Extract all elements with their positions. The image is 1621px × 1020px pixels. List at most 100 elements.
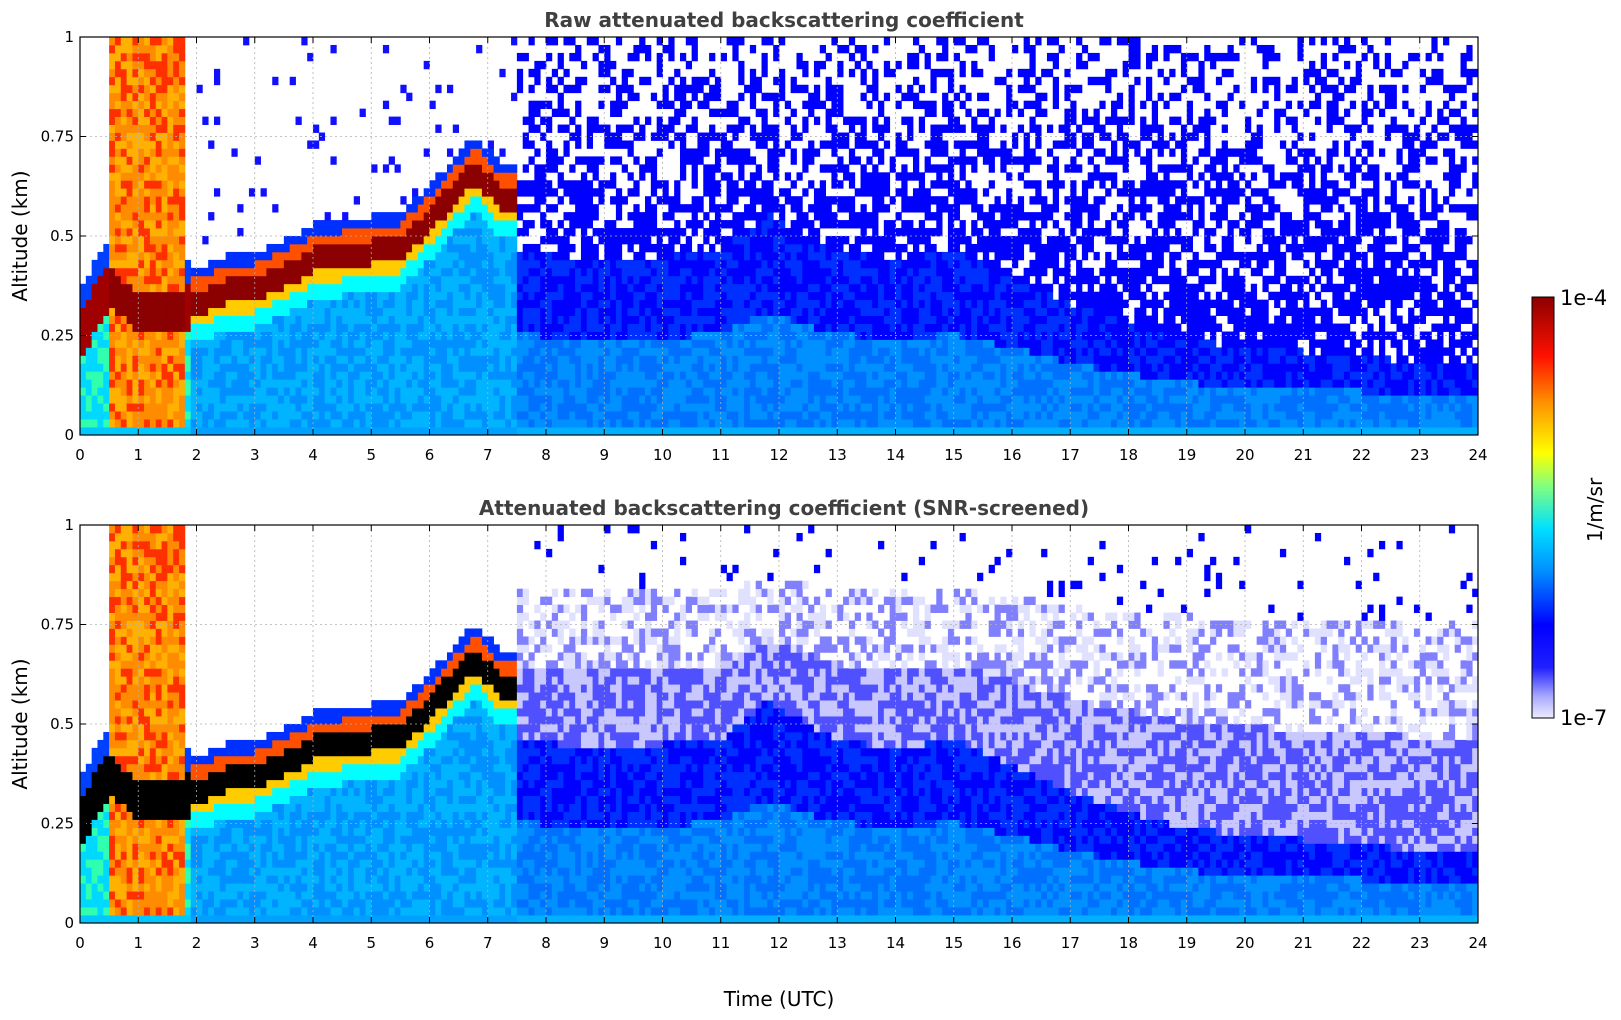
heatmap-cell bbox=[179, 156, 185, 164]
heatmap-cell bbox=[488, 180, 494, 188]
heatmap-cell bbox=[674, 324, 680, 332]
heatmap-cell bbox=[435, 379, 441, 387]
heatmap-cell bbox=[872, 379, 878, 387]
heatmap-cell bbox=[657, 308, 663, 316]
heatmap-cell bbox=[400, 339, 406, 347]
heatmap-cell bbox=[156, 276, 162, 284]
heatmap-cell bbox=[336, 387, 342, 395]
heatmap-cell bbox=[913, 363, 919, 371]
heatmap-cell bbox=[377, 324, 383, 332]
heatmap-cell bbox=[628, 260, 634, 268]
heatmap-cell bbox=[453, 316, 459, 324]
heatmap-cell bbox=[692, 220, 698, 228]
heatmap-cell bbox=[278, 300, 284, 308]
heatmap-cell bbox=[756, 339, 762, 347]
heatmap-cell bbox=[255, 419, 261, 427]
heatmap-cell bbox=[348, 316, 354, 324]
heatmap-cell bbox=[360, 308, 366, 316]
heatmap-cell bbox=[785, 196, 791, 204]
heatmap-cell bbox=[179, 109, 185, 117]
heatmap-cell bbox=[884, 292, 890, 300]
heatmap-cell bbox=[132, 204, 138, 212]
heatmap-cell bbox=[488, 140, 494, 148]
heatmap-cell bbox=[464, 228, 470, 236]
heatmap-cell bbox=[593, 284, 599, 292]
heatmap-cell bbox=[738, 427, 744, 435]
heatmap-cell bbox=[872, 45, 878, 53]
heatmap-cell bbox=[709, 371, 715, 379]
heatmap-cell bbox=[598, 403, 604, 411]
heatmap-cell bbox=[907, 284, 913, 292]
heatmap-cell bbox=[523, 140, 529, 148]
heatmap-cell bbox=[628, 427, 634, 435]
heatmap-cell bbox=[365, 268, 371, 276]
heatmap-cell bbox=[767, 395, 773, 403]
heatmap-cell bbox=[767, 276, 773, 284]
heatmap-cell bbox=[674, 228, 680, 236]
heatmap-cell bbox=[703, 172, 709, 180]
heatmap-cell bbox=[831, 403, 837, 411]
heatmap-cell bbox=[144, 109, 150, 117]
heatmap-cell bbox=[319, 379, 325, 387]
heatmap-cell bbox=[925, 419, 931, 427]
heatmap-cell bbox=[622, 347, 628, 355]
heatmap-cell bbox=[476, 45, 482, 53]
heatmap-cell bbox=[115, 300, 121, 308]
heatmap-cell bbox=[762, 363, 768, 371]
heatmap-cell bbox=[92, 395, 98, 403]
heatmap-cell bbox=[482, 228, 488, 236]
heatmap-cell bbox=[581, 228, 587, 236]
heatmap-cell bbox=[907, 387, 913, 395]
heatmap-cell bbox=[762, 109, 768, 117]
heatmap-cell bbox=[558, 252, 564, 260]
heatmap-cell bbox=[144, 316, 150, 324]
heatmap-cell bbox=[657, 300, 663, 308]
heatmap-cell bbox=[202, 387, 208, 395]
heatmap-cell bbox=[418, 292, 424, 300]
heatmap-cell bbox=[884, 260, 890, 268]
heatmap-cell bbox=[703, 339, 709, 347]
heatmap-cell bbox=[144, 347, 150, 355]
heatmap-cell bbox=[109, 45, 115, 53]
heatmap-cell bbox=[243, 347, 249, 355]
heatmap-cell bbox=[709, 125, 715, 133]
heatmap-cell bbox=[330, 220, 336, 228]
heatmap-cell bbox=[226, 395, 232, 403]
heatmap-cell bbox=[552, 371, 558, 379]
heatmap-cell bbox=[529, 395, 535, 403]
heatmap-cell bbox=[680, 109, 686, 117]
heatmap-cell bbox=[890, 276, 896, 284]
heatmap-cell bbox=[680, 276, 686, 284]
heatmap-cell bbox=[779, 220, 785, 228]
heatmap-cell bbox=[732, 125, 738, 133]
heatmap-cell bbox=[284, 268, 290, 276]
heatmap-cell bbox=[680, 379, 686, 387]
heatmap-cell bbox=[919, 339, 925, 347]
heatmap-cell bbox=[115, 347, 121, 355]
heatmap-cell bbox=[214, 419, 220, 427]
heatmap-cell bbox=[546, 347, 552, 355]
heatmap-cell bbox=[494, 172, 500, 180]
heatmap-cell bbox=[424, 419, 430, 427]
heatmap-cell bbox=[482, 419, 488, 427]
heatmap-cell bbox=[680, 300, 686, 308]
heatmap-cell bbox=[639, 228, 645, 236]
heatmap-cell bbox=[348, 387, 354, 395]
heatmap-cell bbox=[866, 156, 872, 164]
heatmap-cell bbox=[191, 339, 197, 347]
heatmap-cell bbox=[802, 252, 808, 260]
heatmap-cell bbox=[668, 284, 674, 292]
heatmap-cell bbox=[796, 260, 802, 268]
heatmap-cell bbox=[872, 69, 878, 77]
heatmap-cell bbox=[325, 379, 331, 387]
heatmap-cell bbox=[814, 244, 820, 252]
heatmap-cell bbox=[354, 260, 360, 268]
heatmap-cell bbox=[296, 284, 302, 292]
heatmap-cell bbox=[138, 101, 144, 109]
heatmap-cell bbox=[919, 180, 925, 188]
heatmap-cell bbox=[220, 379, 226, 387]
heatmap-cell bbox=[424, 220, 430, 228]
heatmap-cell bbox=[907, 236, 913, 244]
heatmap-cell bbox=[791, 324, 797, 332]
heatmap-cell bbox=[202, 395, 208, 403]
